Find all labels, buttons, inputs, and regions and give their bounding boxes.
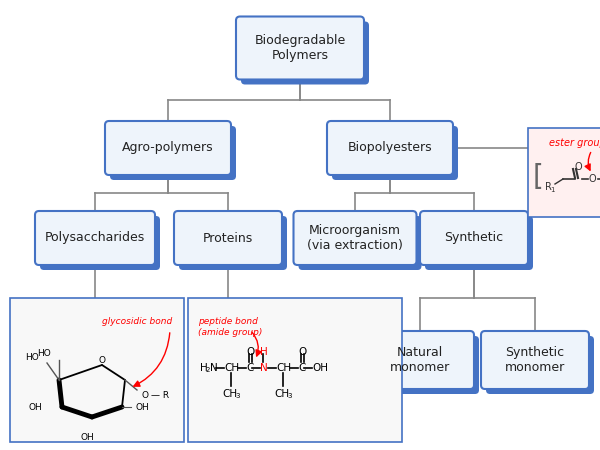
Text: peptide bond
(amide group): peptide bond (amide group) (198, 317, 262, 337)
Text: O: O (298, 347, 306, 357)
FancyBboxPatch shape (179, 216, 287, 270)
Text: 3: 3 (287, 393, 292, 399)
Text: N: N (260, 363, 268, 373)
Text: C: C (246, 363, 253, 373)
Text: ester group: ester group (549, 138, 600, 148)
FancyBboxPatch shape (188, 298, 402, 442)
FancyBboxPatch shape (420, 211, 528, 265)
Text: CH: CH (276, 363, 291, 373)
FancyBboxPatch shape (371, 336, 479, 394)
FancyBboxPatch shape (174, 211, 282, 265)
Text: Proteins: Proteins (203, 231, 253, 244)
FancyBboxPatch shape (425, 216, 533, 270)
Text: HO: HO (37, 348, 51, 357)
FancyBboxPatch shape (40, 216, 160, 270)
FancyBboxPatch shape (236, 17, 364, 80)
FancyBboxPatch shape (110, 126, 236, 180)
Text: 2: 2 (206, 367, 211, 373)
Text: CH: CH (274, 389, 289, 399)
Text: Biodegradable
Polymers: Biodegradable Polymers (254, 34, 346, 62)
Text: O: O (574, 162, 582, 172)
Text: Polysaccharides: Polysaccharides (45, 231, 145, 244)
Text: O: O (588, 174, 596, 184)
Text: R: R (545, 182, 551, 192)
Text: CH: CH (222, 389, 237, 399)
Text: OH: OH (312, 363, 328, 373)
Text: [: [ (533, 163, 544, 191)
FancyBboxPatch shape (327, 121, 453, 175)
Text: OH: OH (80, 433, 94, 442)
Text: glycosidic bond: glycosidic bond (102, 318, 172, 327)
Text: CH: CH (224, 363, 239, 373)
FancyBboxPatch shape (35, 211, 155, 265)
FancyBboxPatch shape (241, 22, 369, 85)
Text: OH: OH (135, 402, 149, 411)
FancyBboxPatch shape (332, 126, 458, 180)
Text: Synthetic
monomer: Synthetic monomer (505, 346, 565, 374)
Text: O: O (98, 356, 106, 365)
Text: H: H (200, 363, 208, 373)
Text: C: C (298, 363, 305, 373)
Text: OH: OH (28, 402, 42, 411)
FancyBboxPatch shape (105, 121, 231, 175)
Text: O: O (142, 391, 149, 400)
Text: Synthetic: Synthetic (445, 231, 503, 244)
FancyBboxPatch shape (486, 336, 594, 394)
Text: — R: — R (151, 391, 169, 400)
FancyBboxPatch shape (366, 331, 474, 389)
Text: Microorganism
(via extraction): Microorganism (via extraction) (307, 224, 403, 252)
FancyBboxPatch shape (481, 331, 589, 389)
Text: Agro-polymers: Agro-polymers (122, 141, 214, 154)
FancyBboxPatch shape (528, 128, 600, 217)
Text: Biopolyesters: Biopolyesters (347, 141, 433, 154)
Text: HO: HO (25, 352, 39, 361)
Text: H: H (260, 347, 268, 357)
Text: Natural
monomer: Natural monomer (390, 346, 450, 374)
Text: 3: 3 (235, 393, 239, 399)
FancyBboxPatch shape (293, 211, 416, 265)
Text: 1: 1 (550, 187, 554, 193)
Text: N: N (210, 363, 218, 373)
Text: O: O (246, 347, 254, 357)
FancyBboxPatch shape (10, 298, 184, 442)
FancyBboxPatch shape (299, 216, 421, 270)
